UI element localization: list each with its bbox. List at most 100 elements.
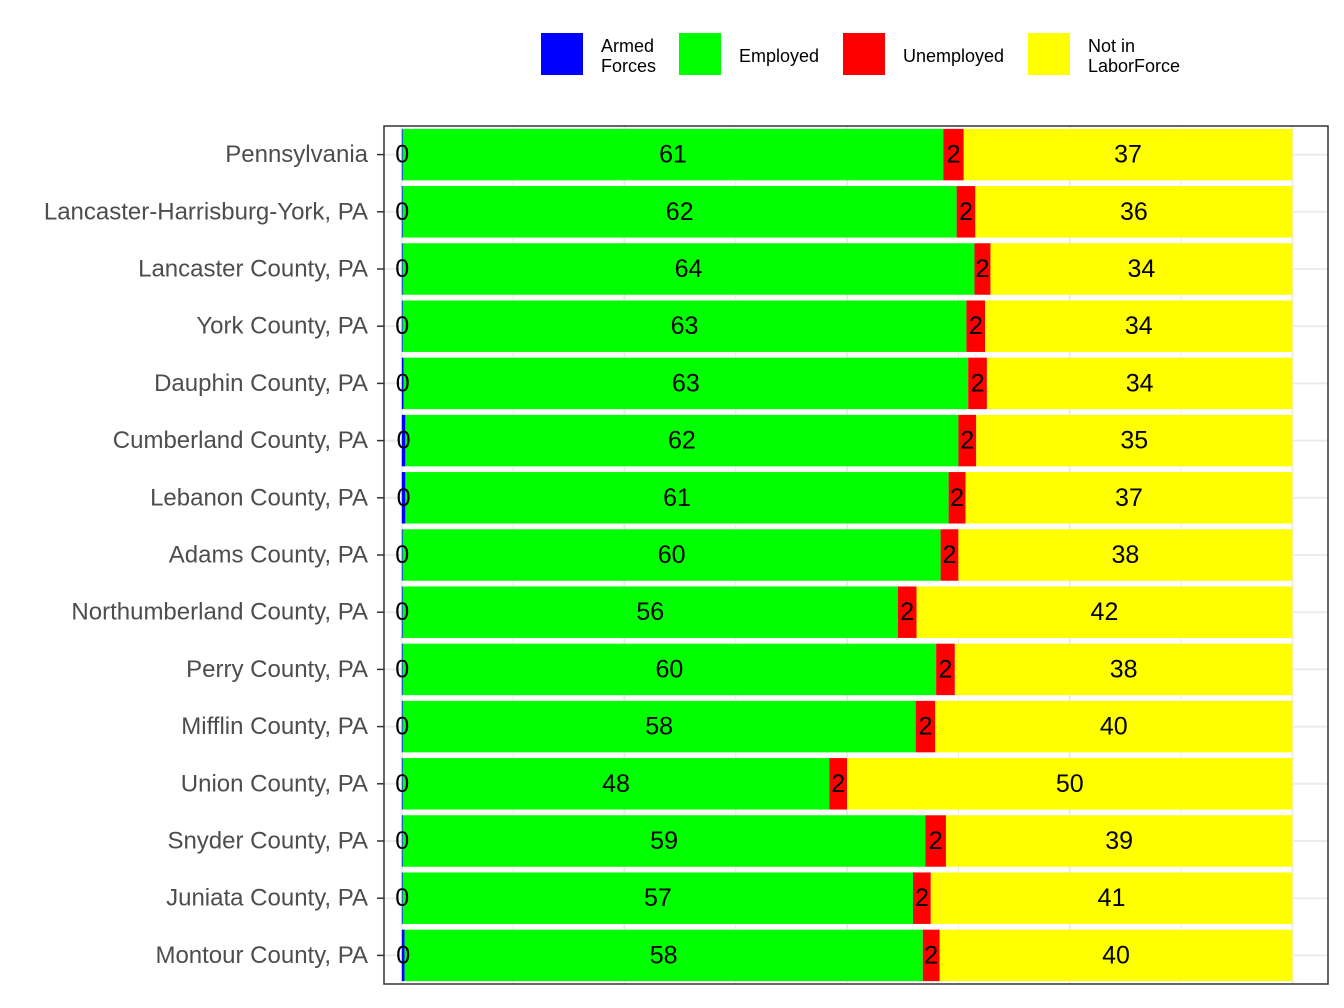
- bar-segment-armed-forces: [401, 815, 403, 867]
- bar-segment-not-in-laborforce: [985, 300, 1293, 352]
- bar-segment-employed: [402, 758, 830, 810]
- y-tick-label: Perry County, PA: [186, 656, 368, 683]
- y-tick-label: Mifflin County, PA: [181, 713, 368, 740]
- bar-segment-employed: [402, 128, 944, 181]
- data-label: 0: [396, 369, 410, 397]
- legend-label: Unemployed: [903, 46, 1004, 66]
- bar-segment-employed: [404, 929, 923, 982]
- bar-segment-employed: [402, 243, 975, 295]
- data-label: 2: [976, 255, 990, 283]
- bar-segment-unemployed: [948, 472, 966, 524]
- data-label: 2: [919, 713, 933, 741]
- data-label: 2: [960, 427, 974, 455]
- bar-segment-armed-forces: [401, 872, 403, 924]
- data-label: 2: [924, 941, 938, 969]
- data-label: 58: [650, 941, 678, 969]
- data-label: 2: [915, 884, 929, 912]
- data-label: 58: [645, 713, 673, 741]
- bar-segment-armed-forces: [401, 643, 403, 696]
- bar-segment-employed: [402, 586, 898, 638]
- y-tick-label: Cumberland County, PA: [113, 427, 368, 454]
- bar-segment-armed-forces: [401, 128, 403, 181]
- bar-segment-not-in-laborforce: [916, 586, 1293, 638]
- y-tick-label: Pennsylvania: [225, 141, 368, 168]
- data-label: 42: [1091, 598, 1119, 626]
- data-label: 50: [1056, 770, 1084, 798]
- data-label: 57: [644, 884, 672, 912]
- bar-segment-not-in-laborforce: [975, 186, 1293, 238]
- data-label: 0: [395, 713, 409, 741]
- data-label: 41: [1098, 884, 1126, 912]
- y-tick-label: Union County, PA: [181, 770, 368, 797]
- data-label: 0: [395, 255, 409, 283]
- bar-segment-armed-forces: [401, 243, 403, 295]
- legend-key: [1028, 33, 1070, 75]
- bar-segment-unemployed: [956, 186, 976, 238]
- data-label: 37: [1114, 141, 1142, 169]
- data-label: 60: [656, 655, 684, 683]
- data-label: 60: [658, 541, 686, 569]
- data-label: 0: [395, 141, 409, 169]
- data-label: 0: [395, 312, 409, 340]
- data-label: 0: [397, 484, 411, 512]
- y-tick-label: Lebanon County, PA: [150, 484, 368, 511]
- legend-label: Employed: [739, 46, 819, 66]
- bar-segment-unemployed: [958, 414, 977, 467]
- data-label: 40: [1100, 713, 1128, 741]
- data-label: 0: [397, 427, 411, 455]
- bar-segment-not-in-laborforce: [965, 472, 1293, 524]
- data-label: 0: [395, 770, 409, 798]
- bars: [401, 128, 1293, 982]
- data-label: 34: [1125, 312, 1153, 340]
- data-label: 48: [602, 770, 630, 798]
- data-label: 0: [395, 541, 409, 569]
- bar-segment-not-in-laborforce: [990, 243, 1293, 295]
- panel-border: [383, 125, 1329, 985]
- bar-segment-employed: [402, 529, 941, 581]
- data-label: 35: [1120, 427, 1148, 455]
- bar-segment-not-in-laborforce: [935, 700, 1293, 753]
- bar-segment-unemployed: [922, 929, 940, 982]
- data-label: 61: [663, 484, 691, 512]
- data-label: 0: [396, 941, 410, 969]
- bar-segment-not-in-laborforce: [847, 758, 1293, 810]
- bar-segment-employed: [402, 700, 916, 753]
- bar-segment-armed-forces: [401, 300, 403, 352]
- bar-segment-not-in-laborforce: [930, 872, 1293, 924]
- data-label: 2: [943, 541, 957, 569]
- bar-segment-armed-forces: [401, 586, 403, 638]
- y-tick-label: Montour County, PA: [155, 942, 368, 969]
- data-label: 59: [650, 827, 678, 855]
- data-label: 0: [395, 827, 409, 855]
- legend-label: Not in: [1088, 36, 1135, 56]
- data-label: 2: [971, 369, 985, 397]
- bar-segment-employed: [402, 815, 926, 867]
- bar-segment-unemployed: [943, 128, 964, 181]
- y-tick-label: Juniata County, PA: [166, 885, 368, 912]
- data-label: 40: [1102, 941, 1130, 969]
- y-tick-label: Dauphin County, PA: [154, 370, 368, 397]
- bar-segment-not-in-laborforce: [976, 414, 1293, 467]
- data-label: 39: [1105, 827, 1133, 855]
- bar-segment-not-in-laborforce: [945, 815, 1293, 867]
- data-label: 0: [395, 198, 409, 226]
- bar-segment-employed: [402, 300, 967, 352]
- data-label: 2: [950, 484, 964, 512]
- value-labels: 0 61 2 37 0 62 2 36 0 64 2 34 0 63 2 34 0 63 2 34 0 62 2 35 0 61 2…: [395, 141, 1155, 970]
- bar-segment-armed-forces: [401, 414, 406, 467]
- data-label: 2: [969, 312, 983, 340]
- data-label: 0: [395, 655, 409, 683]
- y-tick-label: Northumberland County, PA: [71, 599, 368, 626]
- legend-label: Forces: [601, 56, 656, 76]
- data-label: 2: [929, 827, 943, 855]
- bar-segment-unemployed: [915, 700, 936, 753]
- data-label: 2: [939, 655, 953, 683]
- bar-segment-employed: [402, 643, 937, 696]
- data-label: 0: [395, 884, 409, 912]
- data-label: 2: [947, 141, 961, 169]
- bar-segment-unemployed: [936, 643, 955, 696]
- bar-segment-employed: [405, 472, 949, 524]
- data-label: 62: [668, 427, 696, 455]
